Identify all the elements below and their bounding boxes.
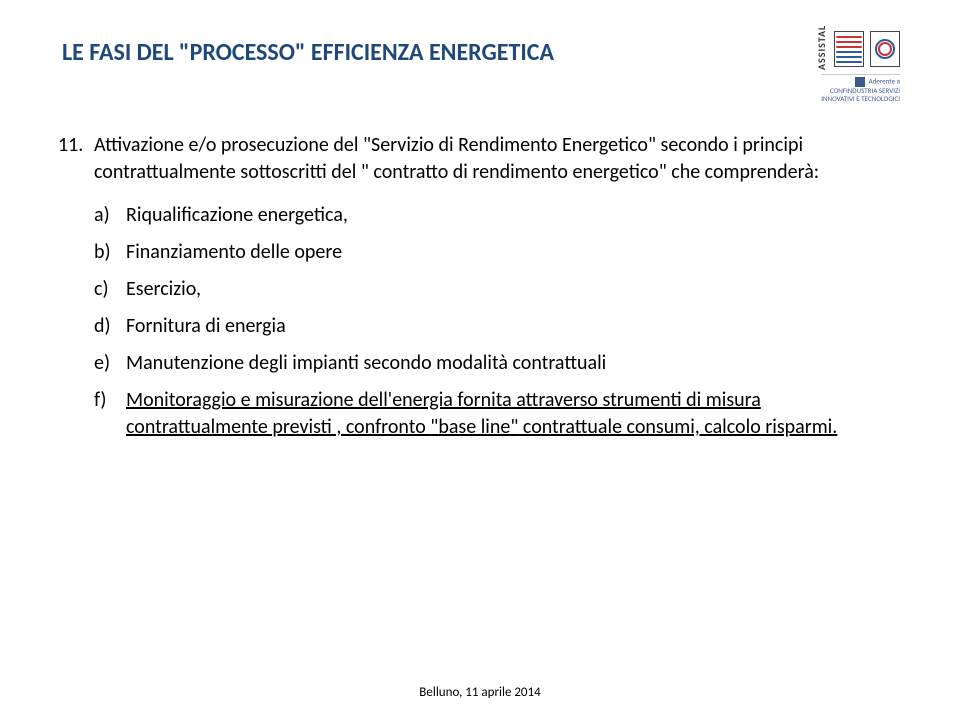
item-number: 11. — [58, 132, 94, 186]
body: 11. Attivazione e/o prosecuzione del "Se… — [58, 132, 850, 441]
f-post: contrattuale consumi, calcolo risparmi. — [518, 415, 837, 439]
f-quoted: base line — [438, 415, 510, 439]
slide-title: LE FASI DEL "PROCESSO" EFFICIENZA ENERGE… — [62, 38, 554, 67]
sub-text: Finanziamento delle opere — [126, 239, 850, 266]
sub-label: a) — [94, 202, 126, 229]
logo-top: ASSISTAL — [815, 28, 900, 70]
item-prefix: Attivazione e/o prosecuzione del — [94, 133, 363, 157]
sub-label: f) — [94, 387, 126, 441]
item-quoted2: contratto di rendimento energetico — [369, 160, 659, 184]
item-suffix: che comprenderà: — [667, 160, 819, 184]
sublist: a) Riqualificazione energetica, b) Finan… — [94, 202, 850, 441]
main-item: 11. Attivazione e/o prosecuzione del "Se… — [58, 132, 850, 186]
sub-label: e) — [94, 350, 126, 377]
logo-line3: INNOVATIVI E TECNOLOGICI — [821, 94, 900, 103]
list-item: a) Riqualificazione energetica, — [94, 202, 850, 229]
list-item: e) Manutenzione degli impianti secondo m… — [94, 350, 850, 377]
list-item: c) Esercizio, — [94, 276, 850, 303]
sub-text: Riqualificazione energetica, — [126, 202, 850, 229]
sub-label: c) — [94, 276, 126, 303]
sub-text: Fornitura di energia — [126, 313, 850, 340]
target-icon — [870, 31, 900, 67]
sub-text: Manutenzione degli impianti secondo moda… — [126, 350, 850, 377]
item-text: Attivazione e/o prosecuzione del "Serviz… — [94, 132, 850, 186]
waves-icon — [834, 31, 864, 67]
sub-text-f: Monitoraggio e misurazione dell'energia … — [126, 387, 850, 441]
sub-label: b) — [94, 239, 126, 266]
list-item: f) Monitoraggio e misurazione dell'energ… — [94, 387, 850, 441]
sub-text: Esercizio, — [126, 276, 850, 303]
list-item: d) Fornitura di energia — [94, 313, 850, 340]
logo-name: ASSISTAL — [815, 28, 828, 70]
item-quoted: Servizio di Rendimento Energetico — [371, 133, 648, 157]
footer: Belluno, 11 aprile 2014 — [0, 685, 960, 700]
sub-label: d) — [94, 313, 126, 340]
logo-subtext: Aderente a CONFINDUSTRIA SERVIZI INNOVAT… — [821, 74, 900, 104]
logo-line1: Aderente a — [869, 77, 900, 86]
logo: ASSISTAL Aderente a CONFINDUSTRIA SERVIZ… — [700, 28, 900, 98]
list-item: b) Finanziamento delle opere — [94, 239, 850, 266]
